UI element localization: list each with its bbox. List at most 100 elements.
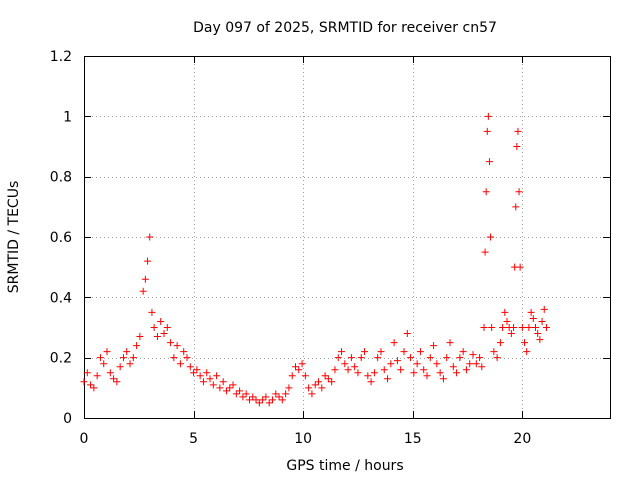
data-point	[308, 390, 316, 398]
data-point	[354, 369, 362, 377]
data-point	[476, 354, 484, 362]
data-point	[483, 127, 491, 135]
data-point	[222, 387, 230, 395]
data-point	[403, 330, 411, 338]
data-point	[456, 354, 464, 362]
data-point	[186, 363, 194, 371]
data-point	[466, 360, 474, 368]
data-point	[453, 369, 461, 377]
data-point	[513, 143, 521, 150]
data-point	[387, 360, 395, 368]
data-point	[507, 330, 515, 338]
data-point	[410, 369, 418, 377]
data-point	[364, 372, 372, 380]
data-point	[521, 339, 529, 347]
data-point	[321, 372, 329, 380]
data-point	[100, 360, 108, 368]
y-tick-label: 0.8	[50, 170, 72, 186]
data-point	[510, 324, 518, 331]
data-point	[236, 387, 244, 395]
data-point	[183, 354, 191, 362]
data-point	[496, 339, 504, 347]
data-point	[199, 378, 207, 386]
x-tick-label: 0	[80, 431, 89, 447]
data-point	[272, 390, 280, 398]
data-point	[83, 369, 91, 377]
data-point	[245, 396, 253, 404]
data-point	[87, 381, 95, 389]
data-point	[163, 324, 171, 331]
data-point	[170, 354, 178, 362]
data-point	[203, 369, 211, 377]
data-point	[420, 366, 428, 374]
data-point	[367, 378, 375, 386]
data-point	[133, 342, 141, 350]
data-point	[252, 396, 260, 404]
data-point	[229, 381, 237, 389]
data-point	[516, 263, 524, 271]
data-point	[176, 360, 184, 368]
data-point	[413, 360, 421, 368]
data-point	[482, 188, 490, 196]
data-point	[265, 399, 273, 407]
data-point	[141, 275, 149, 283]
data-point	[93, 372, 101, 380]
data-point	[153, 333, 161, 341]
data-point	[487, 233, 495, 241]
grid	[84, 56, 610, 418]
data-point	[232, 390, 240, 398]
data-point	[311, 381, 319, 389]
data-point	[103, 348, 111, 356]
data-point	[531, 324, 539, 331]
data-point	[426, 354, 434, 362]
data-point	[430, 342, 438, 350]
data-point	[423, 372, 431, 380]
y-tick-label: 0.6	[50, 230, 72, 246]
data-point	[196, 372, 204, 380]
data-point	[384, 375, 392, 383]
data-point	[341, 360, 349, 368]
data-point	[449, 363, 457, 371]
data-point	[501, 308, 509, 316]
data-point	[485, 158, 493, 166]
y-tick-label: 1.2	[50, 49, 72, 65]
data-point	[400, 348, 408, 356]
data-point	[242, 390, 250, 398]
y-tick-label: 0.4	[50, 290, 72, 306]
y-tick-label: 0.2	[50, 351, 72, 367]
data-point	[288, 372, 296, 380]
data-point	[80, 378, 88, 386]
data-point	[96, 354, 104, 362]
data-point	[328, 378, 336, 386]
data-point	[324, 375, 332, 383]
data-point	[275, 393, 283, 401]
data-point	[239, 393, 247, 401]
data-point	[318, 384, 326, 392]
data-point	[209, 381, 217, 389]
data-point	[136, 333, 144, 341]
data-point	[119, 354, 127, 362]
data-point	[377, 348, 385, 356]
data-point	[512, 203, 520, 211]
data-point	[295, 366, 303, 374]
data-point	[525, 324, 533, 331]
data-point	[116, 363, 124, 371]
data-point	[459, 348, 467, 356]
data-point	[542, 324, 550, 331]
data-point	[380, 366, 388, 374]
data-point	[150, 324, 158, 331]
x-tick-label: 15	[404, 431, 422, 447]
data-point	[344, 366, 352, 374]
x-axis-label: GPS time / hours	[286, 458, 403, 474]
y-tick-label: 1	[63, 109, 72, 125]
data-point	[334, 354, 342, 362]
data-point	[298, 360, 306, 368]
data-point	[529, 314, 537, 322]
data-point	[515, 188, 523, 196]
data-point	[374, 354, 382, 362]
data-point	[291, 363, 299, 371]
data-point	[219, 378, 227, 386]
data-point	[190, 369, 198, 377]
x-tick-label: 5	[189, 431, 198, 447]
